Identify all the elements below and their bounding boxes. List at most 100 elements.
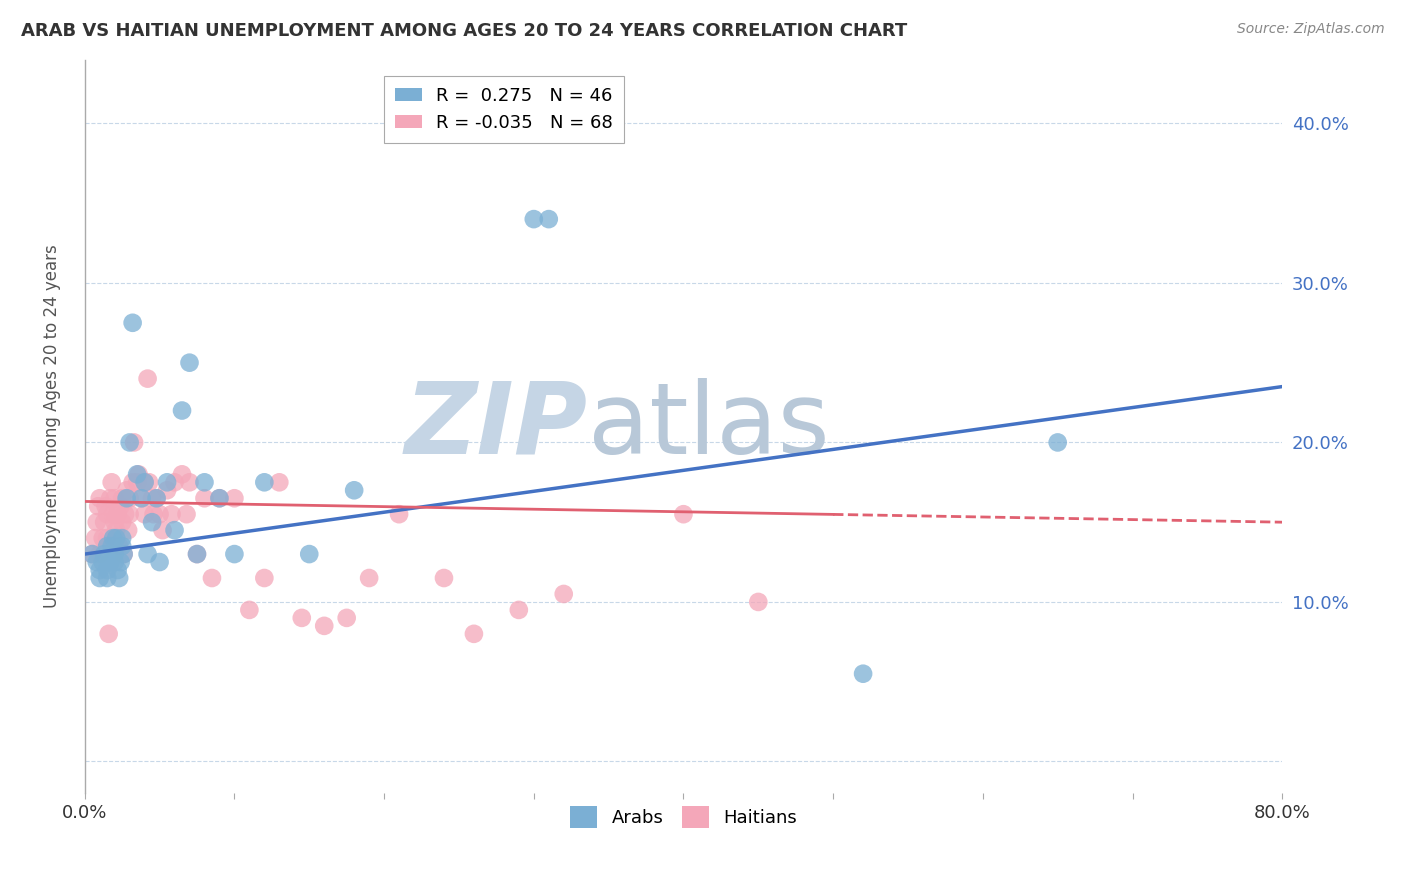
Point [89, 547, 111, 561]
Point [82, 547, 104, 561]
Point [127, 467, 149, 482]
Text: atlas: atlas [588, 378, 830, 475]
Point [508, 603, 530, 617]
Point [160, 507, 183, 521]
Point [112, 547, 135, 561]
Point [89, 571, 111, 585]
Point [94, 500, 117, 514]
Point [136, 371, 159, 385]
Point [117, 523, 139, 537]
Point [163, 523, 186, 537]
Point [115, 483, 138, 498]
Point [336, 611, 359, 625]
Point [1046, 435, 1069, 450]
Point [97, 627, 120, 641]
Point [852, 666, 875, 681]
Point [96, 531, 118, 545]
Point [128, 467, 150, 482]
Point [672, 507, 695, 521]
Point [747, 595, 769, 609]
Point [104, 515, 127, 529]
Point [96, 571, 118, 585]
Point [107, 563, 129, 577]
Point [131, 491, 153, 506]
Point [93, 547, 115, 561]
Point [118, 507, 141, 521]
Point [111, 515, 134, 529]
Point [141, 491, 163, 506]
Point [110, 500, 132, 514]
Point [208, 491, 231, 506]
Point [253, 475, 276, 490]
Point [156, 483, 179, 498]
Point [388, 507, 411, 521]
Point [179, 475, 201, 490]
Point [104, 491, 127, 506]
Point [87, 500, 110, 514]
Point [463, 627, 485, 641]
Point [98, 491, 121, 506]
Point [110, 555, 132, 569]
Point [224, 491, 246, 506]
Point [121, 475, 143, 490]
Point [148, 555, 170, 569]
Point [170, 403, 193, 417]
Point [152, 523, 174, 537]
Point [142, 507, 165, 521]
Point [208, 491, 231, 506]
Point [89, 563, 111, 577]
Point [98, 555, 121, 569]
Point [193, 491, 215, 506]
Point [89, 491, 111, 506]
Point [134, 507, 156, 521]
Point [127, 475, 149, 490]
Point [145, 491, 167, 506]
Point [148, 507, 170, 521]
Point [134, 475, 156, 490]
Point [96, 563, 118, 577]
Point [86, 515, 108, 529]
Point [115, 491, 138, 506]
Point [84, 531, 107, 545]
Point [112, 547, 135, 561]
Point [105, 523, 128, 537]
Point [170, 467, 193, 482]
Point [224, 547, 246, 561]
Point [343, 483, 366, 498]
Point [108, 539, 131, 553]
Point [121, 316, 143, 330]
Point [201, 571, 224, 585]
Point [93, 515, 115, 529]
Point [176, 507, 198, 521]
Point [118, 435, 141, 450]
Point [111, 539, 134, 553]
Point [553, 587, 575, 601]
Point [111, 491, 134, 506]
Point [253, 571, 276, 585]
Point [100, 539, 122, 553]
Point [107, 507, 129, 521]
Point [114, 507, 136, 521]
Point [104, 555, 127, 569]
Point [359, 571, 381, 585]
Point [291, 611, 314, 625]
Point [186, 547, 208, 561]
Point [138, 475, 160, 490]
Point [96, 539, 118, 553]
Text: ZIP: ZIP [405, 378, 588, 475]
Point [131, 491, 153, 506]
Point [122, 435, 145, 450]
Point [186, 547, 208, 561]
Point [108, 571, 131, 585]
Point [96, 507, 118, 521]
Point [193, 475, 215, 490]
Point [118, 491, 141, 506]
Point [269, 475, 291, 490]
Point [141, 515, 163, 529]
Point [136, 547, 159, 561]
Point [101, 507, 124, 521]
Point [82, 547, 104, 561]
Text: ARAB VS HAITIAN UNEMPLOYMENT AMONG AGES 20 TO 24 YEARS CORRELATION CHART: ARAB VS HAITIAN UNEMPLOYMENT AMONG AGES … [21, 22, 907, 40]
Point [537, 212, 560, 227]
Point [91, 531, 114, 545]
